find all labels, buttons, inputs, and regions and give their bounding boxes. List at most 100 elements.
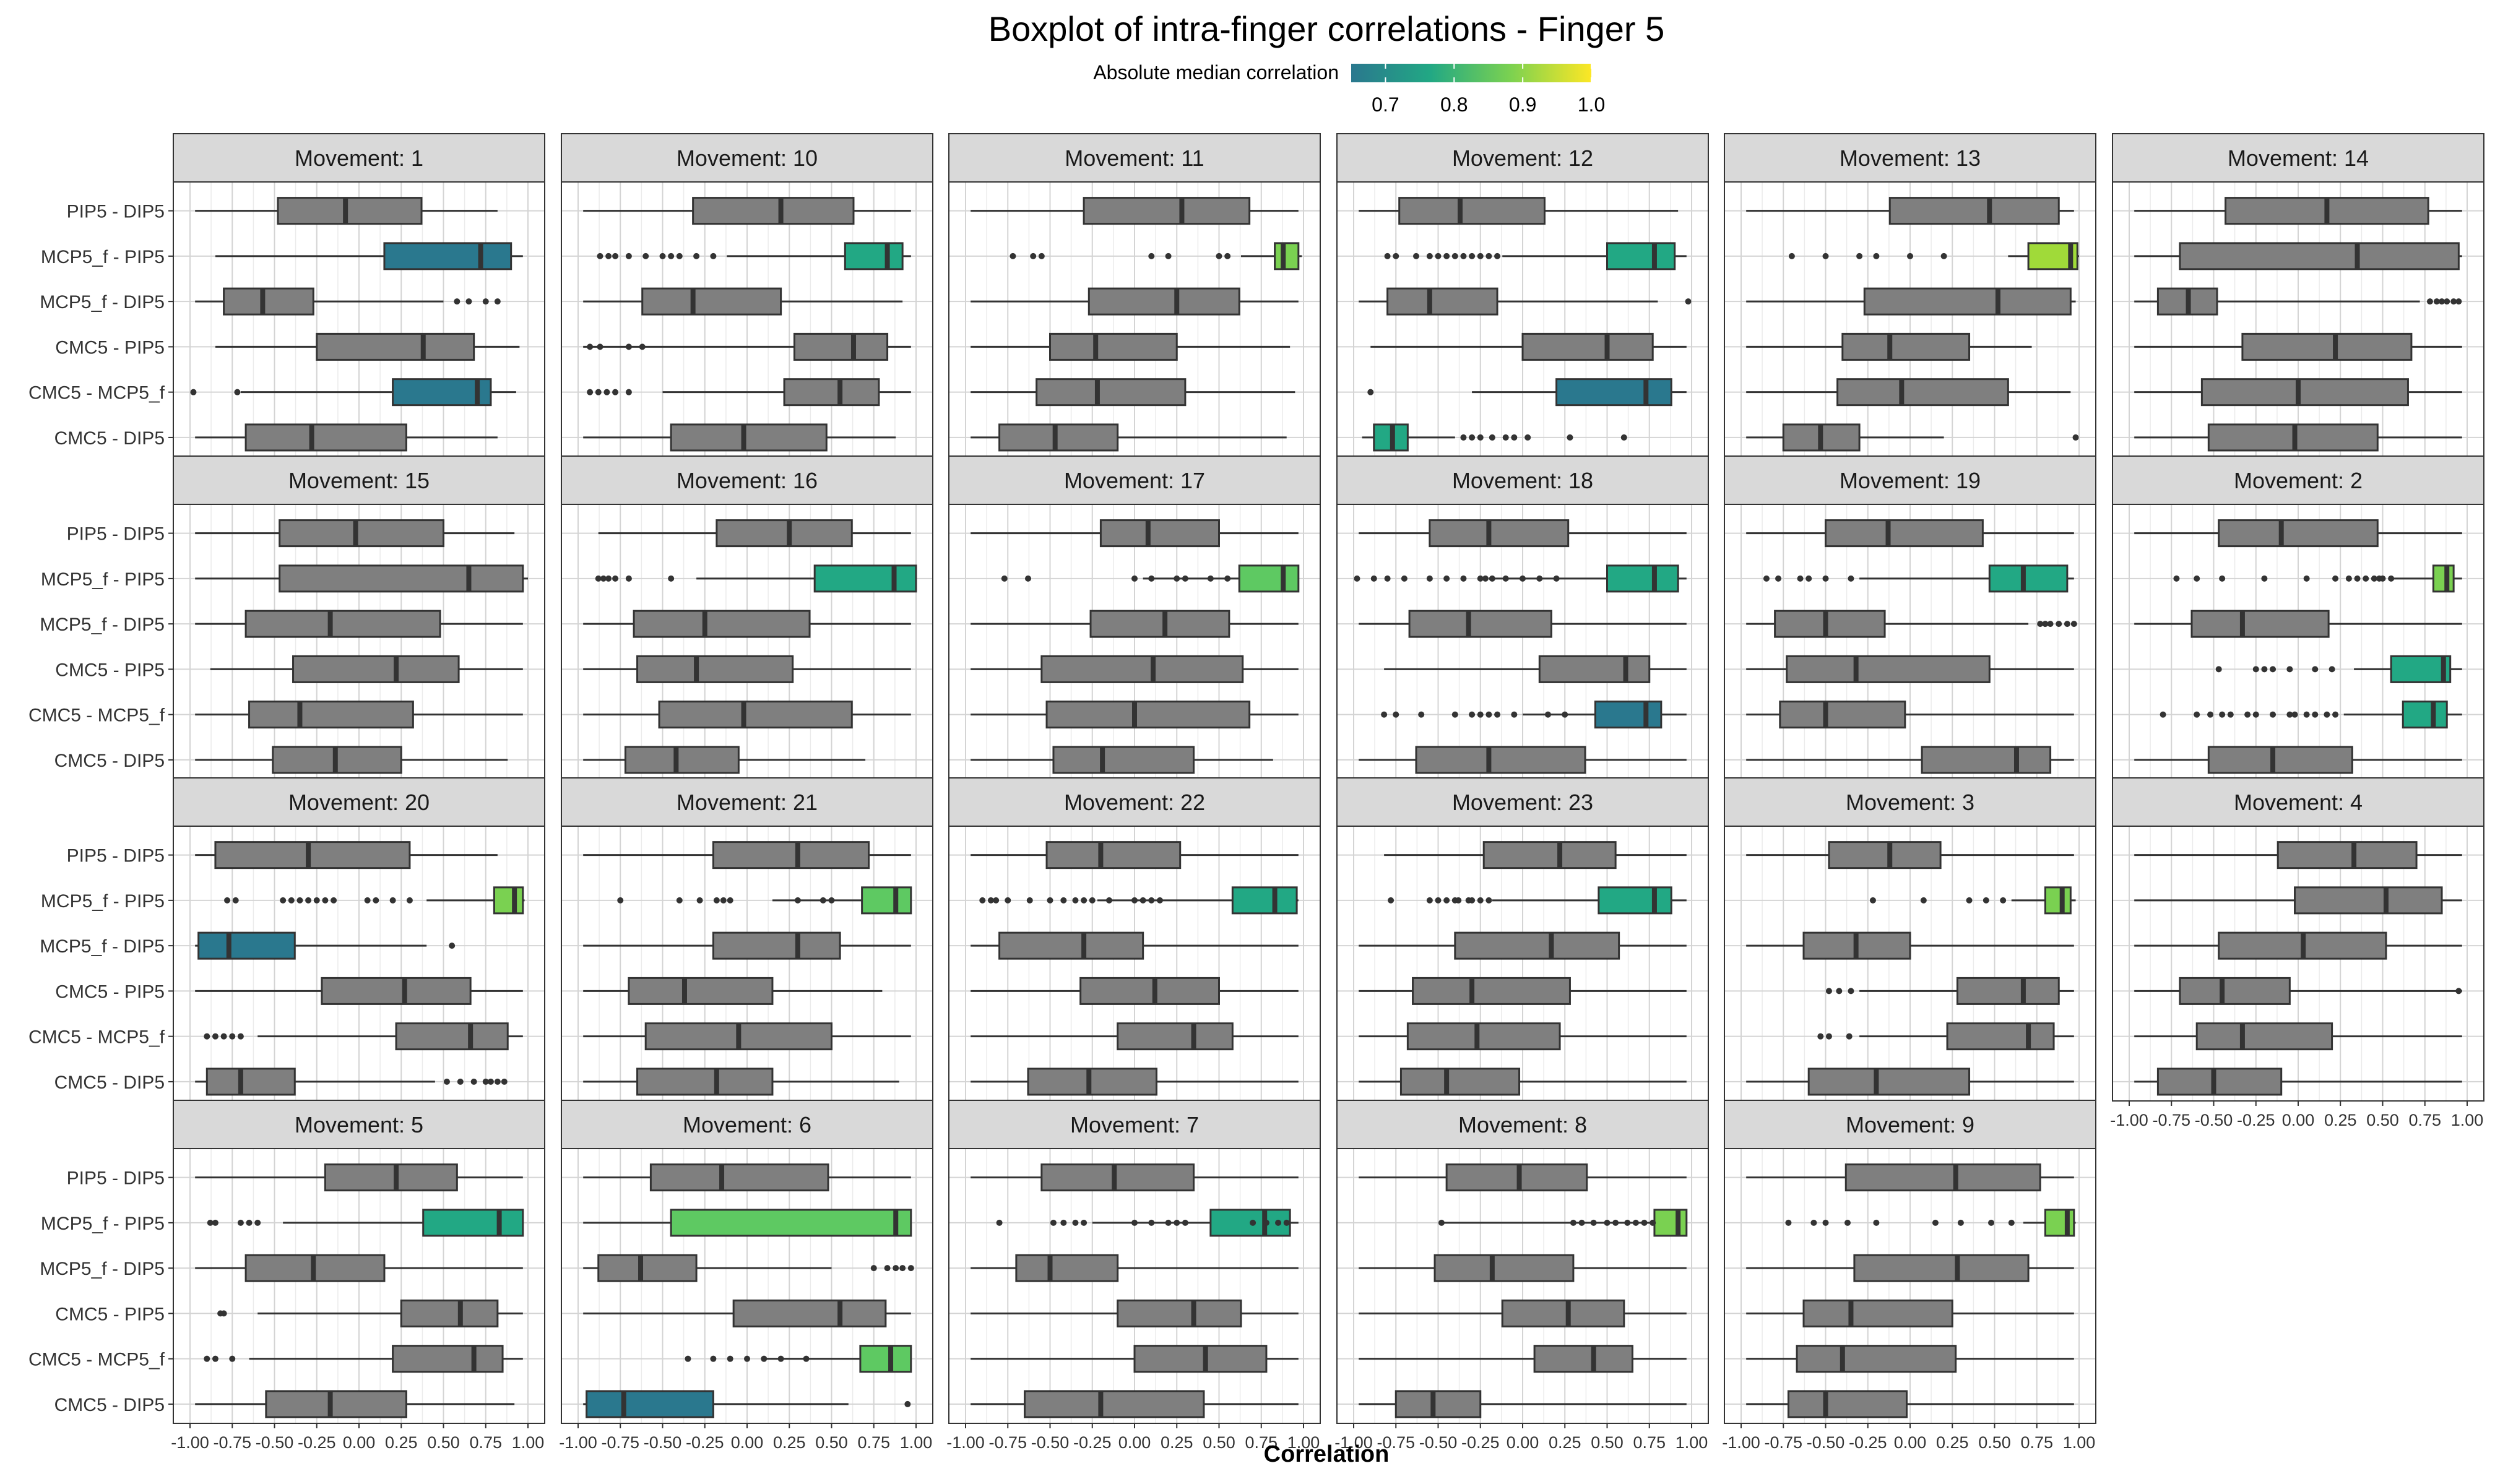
outlier-point — [693, 252, 700, 259]
box-iqr — [2277, 841, 2418, 869]
facet-panel: Movement: 13 — [1724, 133, 2096, 457]
outlier-point — [2303, 575, 2310, 582]
boxplot-box-group — [1869, 886, 2076, 915]
box-iqr — [1956, 977, 2060, 1005]
facet-strip — [173, 133, 545, 183]
outlier-point — [1081, 1219, 1088, 1226]
x-tick-label: -0.25 — [1849, 1433, 1887, 1452]
box-iqr — [1538, 655, 1651, 683]
outlier-point — [1797, 575, 1804, 582]
outlier-point — [2324, 711, 2330, 718]
outlier-point — [1856, 252, 1863, 259]
box-iqr — [1606, 564, 1679, 593]
boxplot-box-group — [971, 1022, 1299, 1051]
outlier-point — [1822, 1219, 1829, 1226]
outlier-point — [1381, 711, 1388, 718]
y-tick-label: PIP5 - DIP5 — [67, 1168, 165, 1189]
boxplot-box-group — [583, 332, 911, 361]
boxplot-box-group — [971, 1345, 1299, 1373]
facet-strip-label: Movement: 23 — [1452, 790, 1593, 815]
outlier-point — [494, 298, 501, 305]
box-iqr — [1386, 287, 1498, 316]
box-iqr — [1774, 610, 1886, 638]
y-tick-label: MCP5_f - DIP5 — [40, 936, 165, 957]
box-iqr — [712, 841, 870, 869]
outlier-point — [2312, 666, 2319, 673]
outlier-point — [1060, 897, 1067, 904]
y-tick-label: CMC5 - DIP5 — [54, 1072, 165, 1093]
boxplot-box-group — [2160, 701, 2462, 729]
outlier-point — [1165, 252, 1172, 259]
facet-strip-label: Movement: 22 — [1064, 790, 1205, 815]
boxplot-box-group — [1359, 931, 1687, 960]
x-tick-label: -1.00 — [2110, 1111, 2148, 1129]
outlier-point — [2227, 711, 2234, 718]
facet-panel: Movement: 15 PIP5 - DIP5 MCP5_f - PIP5 MCP5… — [28, 455, 545, 780]
outlier-point — [625, 252, 632, 259]
box-iqr — [1555, 378, 1672, 407]
y-tick-label: CMC5 - PIP5 — [55, 981, 165, 1002]
outlier-point — [720, 897, 727, 904]
facet-panel: Movement: 22 — [948, 777, 1321, 1102]
outlier-point — [389, 897, 396, 904]
outlier-point — [625, 343, 632, 350]
outlier-point — [2056, 621, 2062, 628]
facet-strip — [173, 455, 545, 505]
boxplot-box-group — [971, 1068, 1299, 1096]
facet-strip-label: Movement: 12 — [1452, 145, 1593, 171]
facet-strip-label: Movement: 17 — [1064, 468, 1205, 493]
outlier-point — [1502, 434, 1509, 441]
boxplot-box-group — [2215, 655, 2462, 683]
outlier-point — [587, 343, 594, 350]
boxplot-box-group — [1359, 197, 1679, 225]
box-iqr — [1796, 1345, 1957, 1373]
boxplot-box-group — [195, 841, 498, 869]
boxplot-box-group — [1359, 746, 1687, 774]
box-iqr — [1133, 1345, 1268, 1373]
outlier-point — [1438, 1219, 1445, 1226]
outlier-point — [1106, 897, 1113, 904]
box-iqr — [783, 378, 880, 407]
box-iqr — [998, 423, 1119, 452]
facet-strip-label: Movement: 7 — [1070, 1112, 1199, 1137]
y-tick-label: CMC5 - PIP5 — [55, 337, 165, 358]
boxplot-box-group — [1367, 378, 1687, 407]
chart-title: Boxplot of intra-finger correlations - F… — [988, 9, 1665, 48]
outlier-point — [1846, 1033, 1853, 1040]
boxplot-box-group — [195, 746, 508, 774]
outlier-point — [904, 1400, 911, 1407]
outlier-point — [1485, 252, 1492, 259]
facet-strip-label: Movement: 20 — [288, 790, 430, 815]
box-iqr — [1117, 1299, 1242, 1327]
y-tick-label: MCP5_f - PIP5 — [41, 247, 165, 267]
outlier-point — [828, 897, 835, 904]
boxplot-box-group — [1384, 841, 1687, 869]
outlier-point — [229, 1355, 236, 1362]
box-iqr — [649, 1163, 829, 1192]
y-tick-label: MCP5_f - DIP5 — [40, 292, 165, 313]
box-iqr — [1395, 1390, 1482, 1418]
outlier-point — [1570, 1219, 1576, 1226]
facet-panel: Movement: 14 — [2112, 133, 2484, 457]
facet-panel: Movement: 23 — [1336, 777, 1709, 1102]
x-tick-label: -0.25 — [1461, 1433, 1500, 1452]
boxplot-box-group — [583, 1163, 911, 1192]
boxplot-box-group — [195, 701, 523, 729]
box-iqr — [197, 931, 296, 960]
boxplot-box-group — [971, 332, 1291, 361]
legend-tick-label: 0.7 — [1372, 93, 1399, 116]
outlier-point — [2173, 575, 2180, 582]
outlier-point — [2444, 298, 2450, 305]
outlier-point — [2433, 298, 2440, 305]
facet-panel: Movement: 4 -1.00 -0.75 -0.50 -0.25 0.00 0.25 0… — [2110, 777, 2484, 1129]
outlier-point — [1511, 711, 1518, 718]
boxplot-box-group — [2134, 197, 2462, 225]
outlier-point — [1443, 575, 1450, 582]
boxplot-box-group — [1354, 564, 1687, 593]
outlier-point — [2207, 711, 2214, 718]
boxplot-box-group — [595, 564, 917, 593]
boxplot-box-group — [207, 1209, 524, 1237]
outlier-point — [1131, 897, 1138, 904]
outlier-point — [1477, 711, 1484, 718]
outlier-point — [761, 1355, 768, 1362]
